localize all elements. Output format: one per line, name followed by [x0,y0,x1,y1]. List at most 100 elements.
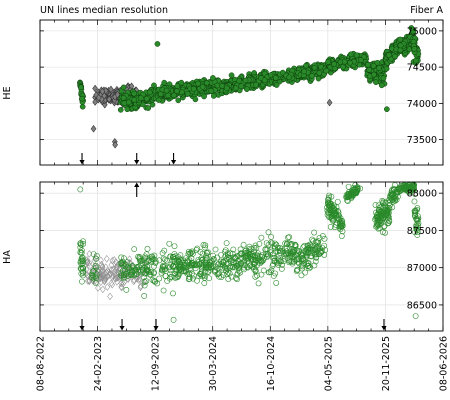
data-point [281,253,288,260]
data-point [383,208,390,215]
data-point [410,183,417,189]
data-point [263,240,270,246]
data-point [92,262,99,269]
data-point [140,278,147,287]
data-point [326,98,333,107]
data-point [129,263,136,270]
data-point [84,258,90,267]
data-point [411,46,418,52]
data-point [336,216,342,222]
data-point [334,198,341,205]
data-point [277,244,284,251]
data-point [88,269,95,277]
data-point [313,245,320,251]
marker-arrow-head [134,160,140,165]
data-point [315,75,322,82]
data-point [124,272,131,279]
data-point [199,264,205,271]
data-point [378,220,384,227]
data-point [388,194,395,201]
x-tick-label: 08-08-2022 [36,336,47,391]
data-point [357,185,364,192]
data-point [141,282,148,289]
data-point [254,272,260,279]
data-point [131,90,137,97]
data-point [395,187,402,193]
data-point [380,75,387,82]
data-point [348,193,355,200]
data-point [99,270,105,279]
data-point [397,36,404,43]
data-point [307,264,314,271]
data-point [188,249,195,256]
data-point [197,271,204,278]
data-point [233,85,239,91]
data-point [254,254,261,261]
data-point [118,272,125,279]
data-point [274,244,281,251]
data-point [171,92,177,99]
data-point [94,271,100,278]
data-point [89,271,96,278]
data-point [408,25,415,31]
data-point [118,282,125,291]
data-point [77,240,84,247]
data-point [102,274,109,282]
data-point [283,248,290,255]
ha-y-axis-label: HA [2,250,13,264]
data-point [123,262,130,269]
data-point [229,263,236,270]
data-point [228,273,235,280]
data-point [203,252,210,259]
data-point [275,258,282,265]
data-point [236,262,242,269]
data-point [385,52,392,58]
data-point [108,266,115,274]
data-point [223,85,230,92]
data-point [340,63,346,70]
data-point [169,253,176,260]
data-point [142,260,149,267]
data-point [286,74,293,81]
data-point [99,87,106,96]
data-point [100,274,106,282]
data-point [372,209,379,216]
data-point [117,270,124,277]
data-point [403,186,410,193]
data-point [389,204,396,211]
data-point [224,260,231,267]
data-point [86,259,93,267]
data-point [331,61,337,67]
data-point [265,252,271,259]
data-point [241,264,248,271]
data-point [91,257,98,265]
data-point [93,255,99,262]
data-point [303,62,309,69]
data-point [252,267,259,273]
data-point [160,287,167,294]
data-point [210,75,216,81]
data-point [353,52,360,59]
data-point [114,90,121,99]
marker-arrow-head [381,326,387,331]
data-point [394,193,401,200]
data-point [112,274,118,283]
data-point [385,220,392,226]
marker-arrow-head [153,326,159,331]
y-tick-label: 87500 [407,226,437,237]
x-tick-label: 08-06-2026 [439,336,450,391]
data-point [308,253,315,260]
data-point [118,254,125,261]
data-point [285,240,292,246]
data-point [199,263,206,270]
data-point [413,215,420,222]
data-point [102,86,109,95]
data-point [121,260,128,267]
data-point [336,224,343,231]
data-point [303,246,310,253]
data-point [223,267,230,274]
data-point [333,204,340,211]
fiber-label: Fiber A [410,5,443,16]
data-point [344,197,351,204]
data-point [226,270,233,277]
